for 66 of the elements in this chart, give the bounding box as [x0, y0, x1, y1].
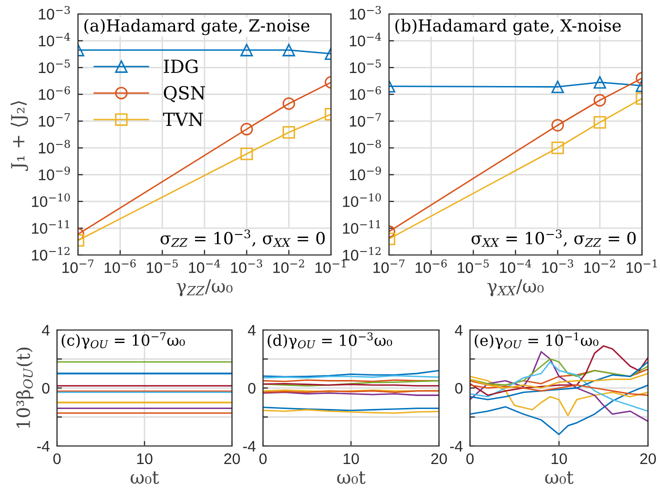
legend-label: QSN [164, 86, 206, 102]
y-tick-label: -4 [450, 441, 463, 452]
legend-label: IDG [164, 59, 198, 74]
legend-label: TVN [163, 112, 203, 126]
x-tick-label: 20 [224, 453, 240, 464]
x-tick-label: 0 [466, 453, 474, 464]
x-axis-title: ω₀t [545, 471, 574, 484]
y-tick-label: 10$^{−9}$ [350, 166, 381, 180]
x-tick-label: 10 [344, 453, 359, 464]
y-tick-label: 10$^{−8}$ [350, 140, 381, 154]
x-tick-label: 10$^{−7}$ [374, 260, 404, 274]
y-tick-label: 10$^{−4}$ [350, 32, 382, 46]
x-axis-title: γ$_{ZZ}$/ω₀ [176, 279, 233, 296]
y-tick-label: 0 [248, 382, 256, 394]
y-tick-label: 10$^{−6}$ [350, 86, 381, 100]
x-tick-label: 10$^{−6}$ [104, 259, 136, 274]
y-tick-label: 10$^{−10}$ [32, 193, 70, 208]
chart-title: (b)Hadamard gate, X-noise [395, 18, 621, 36]
y-axis-title: 10³β$_{OU}$(t) [16, 348, 34, 428]
y-tick-label: 10$^{−5}$ [38, 60, 70, 74]
annotation: σ$_{ZZ}$ = 10$^{−3}$, σ$_{XX}$ = 0 [160, 229, 325, 247]
y-tick-label: 10$^{−12}$ [32, 246, 70, 261]
y-tick-label: 4 [454, 325, 463, 336]
chart-title: (e)γ$_{OU}$ = 10$^{−1}$ω₀ [474, 332, 598, 350]
x-axis-title: γ$_{XX}$/ω₀ [487, 279, 544, 296]
x-tick-label: 10$^{−4}$ [189, 259, 220, 274]
y-tick-label: -4 [243, 441, 256, 452]
y-tick-label: 0 [42, 382, 50, 394]
chart-title: (d)γ$_{OU}$ = 10$^{−3}$ω₀ [268, 332, 392, 350]
x-tick-label: 10$^{−5}$ [146, 260, 178, 274]
y-tick-label: 10$^{−7}$ [350, 113, 381, 127]
y-tick-label: 4 [42, 325, 50, 336]
x-tick-label: 10$^{−7}$ [62, 260, 94, 274]
x-tick-label: 10$^{−6}$ [416, 259, 447, 274]
y-axis-title: J₁ + ⟨J₂⟩ [10, 101, 28, 171]
y-tick-label: 10$^{−5}$ [350, 60, 381, 74]
x-tick-label: 10 [137, 453, 152, 464]
annotation: σ$_{XX}$ = 10$^{−3}$, σ$_{ZZ}$ = 0 [472, 229, 636, 247]
y-tick-label: 10$^{−3}$ [350, 6, 381, 20]
chart-title: (a)Hadamard gate, Z-noise [84, 18, 310, 36]
y-tick-label: 0 [455, 382, 462, 394]
y-tick-label: 10$^{−12}$ [343, 246, 381, 261]
y-tick-label: 10$^{−11}$ [32, 220, 70, 234]
x-tick-label: 20 [640, 453, 656, 464]
y-tick-label: 10$^{−3}$ [38, 6, 70, 20]
x-axis-title: ω₀t [130, 471, 159, 484]
x-tick-label: 10$^{−1}$ [626, 259, 657, 274]
y-tick-label: 4 [248, 325, 256, 336]
y-tick-label: 10$^{−11}$ [343, 220, 380, 234]
y-tick-label: 10$^{−8}$ [38, 140, 70, 154]
y-tick-label: 10$^{−9}$ [38, 166, 70, 180]
y-tick-label: 10$^{−10}$ [343, 193, 381, 208]
y-tick-label: 10$^{−6}$ [38, 86, 70, 100]
y-tick-label: -4 [37, 441, 50, 452]
x-axis-title: ω₀t [337, 471, 366, 484]
chart-title: (c)γ$_{OU}$ = 10$^{−7}$ω₀ [62, 332, 185, 349]
x-tick-label: 0 [259, 453, 267, 464]
x-tick-label: 10$^{−1}$ [316, 259, 346, 274]
y-tick-label: 10$^{−7}$ [38, 113, 70, 127]
x-tick-label: 10$^{−2}$ [273, 259, 304, 274]
y-tick-label: 10$^{−4}$ [38, 32, 70, 46]
x-tick-label: 20 [431, 453, 447, 464]
x-tick-label: 10$^{−2}$ [584, 259, 616, 274]
x-tick-label: 10$^{−3}$ [542, 259, 574, 274]
x-tick-label: 10 [552, 453, 567, 464]
x-tick-label: 10$^{−4}$ [500, 259, 532, 274]
